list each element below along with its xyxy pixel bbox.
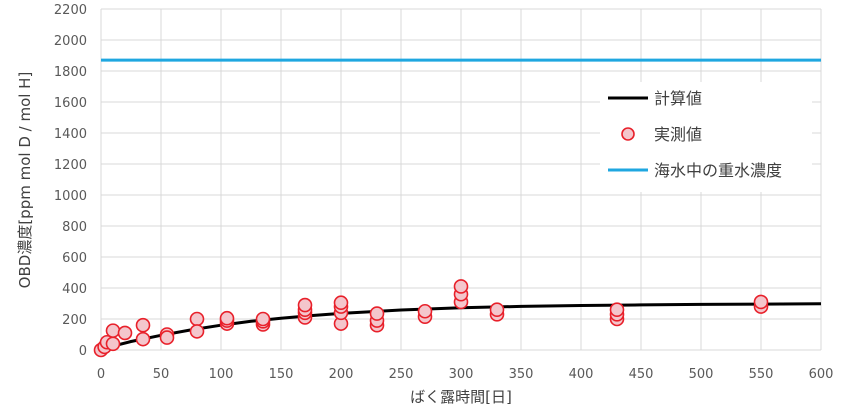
calc-line — [100, 302, 822, 352]
y-tick-label: 1400 — [54, 127, 87, 142]
x-tick-label: 350 — [509, 367, 534, 382]
measured-point — [159, 330, 175, 345]
measured-point — [333, 295, 349, 311]
legend-label-calc: 計算値 — [654, 89, 702, 108]
measured-point — [753, 294, 769, 310]
measured-point — [297, 297, 313, 313]
x-tick-label: 500 — [689, 367, 714, 382]
x-tick-label: 600 — [809, 367, 834, 382]
measured-point — [105, 323, 121, 338]
x-tick-label: 300 — [449, 367, 474, 382]
measured-point — [489, 302, 505, 318]
y-tick-label: 2000 — [54, 34, 87, 49]
y-tick-label: 2200 — [54, 3, 87, 18]
y-tick-label: 800 — [62, 220, 87, 235]
measured-point — [453, 279, 469, 294]
y-tick-label: 1600 — [54, 96, 87, 111]
measured-point — [135, 317, 151, 333]
measured-point — [189, 324, 205, 339]
y-tick-label: 1800 — [54, 65, 87, 80]
y-tick-label: 0 — [79, 344, 87, 359]
grid — [100, 8, 822, 351]
x-tick-label: 450 — [629, 367, 654, 382]
legend-label-measured: 実測値 — [654, 125, 702, 144]
legend-marker-measured — [621, 127, 635, 141]
measured-point — [105, 336, 121, 352]
y-axis-title: OBD濃度[ppm mol D / mol H] — [16, 72, 34, 289]
x-tick-label: 150 — [269, 367, 294, 382]
y-tick-label: 600 — [62, 251, 87, 266]
legend-box — [600, 82, 812, 192]
x-tick-label: 400 — [569, 367, 594, 382]
measured-point — [135, 331, 151, 347]
y-tick-label: 400 — [62, 282, 87, 297]
measured-point — [417, 303, 433, 319]
x-tick-label: 100 — [209, 367, 234, 382]
legend-label-seawater: 海水中の重水濃度 — [654, 161, 782, 180]
y-tick-labels: 0 200 400 600 800 1000 1200 1400 1600 1800 2000 220… — [54, 3, 87, 359]
x-tick-label: 200 — [329, 367, 354, 382]
x-tick-label: 50 — [153, 367, 170, 382]
x-tick-labels: 0 50 100 150 200 250 300 350 400 450 500 550 600 — [97, 367, 834, 382]
measured-point — [369, 306, 385, 321]
measured-point — [255, 311, 271, 327]
measured-point — [189, 311, 205, 327]
series-layer — [93, 58, 822, 358]
measured-point — [219, 310, 235, 326]
x-axis-title: ばく露時間[日] — [410, 388, 512, 406]
y-tick-label: 1200 — [54, 158, 87, 173]
x-tick-label: 0 — [97, 367, 105, 382]
measured-point — [117, 325, 133, 341]
legend: 計算値 実測値 海水中の重水濃度 — [600, 82, 812, 192]
x-tick-label: 250 — [389, 367, 414, 382]
measured-point — [609, 302, 625, 318]
y-tick-label: 200 — [62, 313, 87, 328]
x-tick-label: 550 — [749, 367, 774, 382]
y-tick-label: 1000 — [54, 189, 87, 204]
